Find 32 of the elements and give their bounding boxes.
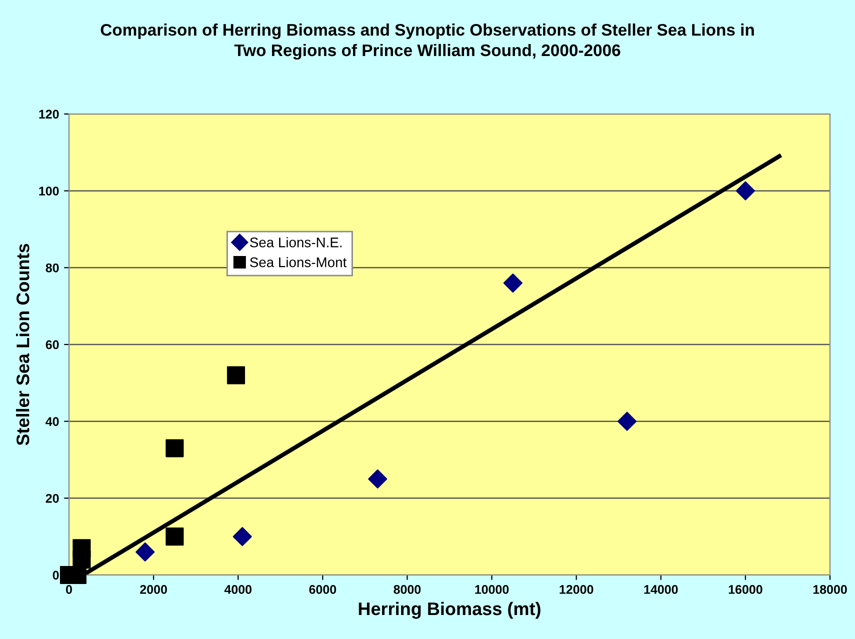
point [368, 469, 388, 488]
x-tick-label: 18000 [813, 585, 847, 594]
x-tick-label: 8000 [394, 585, 421, 594]
legend-label: Sea Lions-Mont [250, 257, 347, 268]
point [232, 527, 252, 546]
x-tick-label: 16000 [728, 585, 762, 594]
x-tick-label: 6000 [309, 585, 336, 594]
x-tick-label: 12000 [560, 585, 594, 594]
y-tick-label: 40 [46, 417, 59, 426]
point [166, 528, 184, 546]
y-tick-label: 0 [52, 570, 59, 580]
legend-label: Sea Lions-N.E. [250, 237, 342, 248]
y-axis-title: Steller Sea Lion Counts [16, 244, 30, 446]
x-axis-title: Herring Biomass (mt) [358, 602, 540, 619]
point [136, 542, 155, 562]
chart-title: Comparison of Herring Biomass and Synoptic Observations of Steller Sea Lions in Two Regions of Prince William Sound, 2000-2006 [100, 24, 754, 60]
x-tick-label: 2000 [140, 585, 167, 594]
point [226, 366, 246, 384]
y-tick-label: 100 [39, 186, 59, 196]
y-tick-label: 80 [46, 263, 59, 272]
x-tick-label: 0 [66, 585, 72, 594]
x-tick-label: 4000 [224, 585, 252, 594]
point [503, 274, 522, 293]
point [72, 539, 91, 558]
y-tick-label: 120 [39, 110, 59, 119]
point [166, 439, 184, 458]
y-tick-label: 60 [46, 340, 59, 350]
point [618, 412, 637, 431]
y-tick-label: 20 [46, 494, 59, 503]
x-tick-label: 14000 [644, 585, 678, 594]
point [736, 181, 755, 200]
x-tick-label: 10000 [475, 585, 509, 594]
